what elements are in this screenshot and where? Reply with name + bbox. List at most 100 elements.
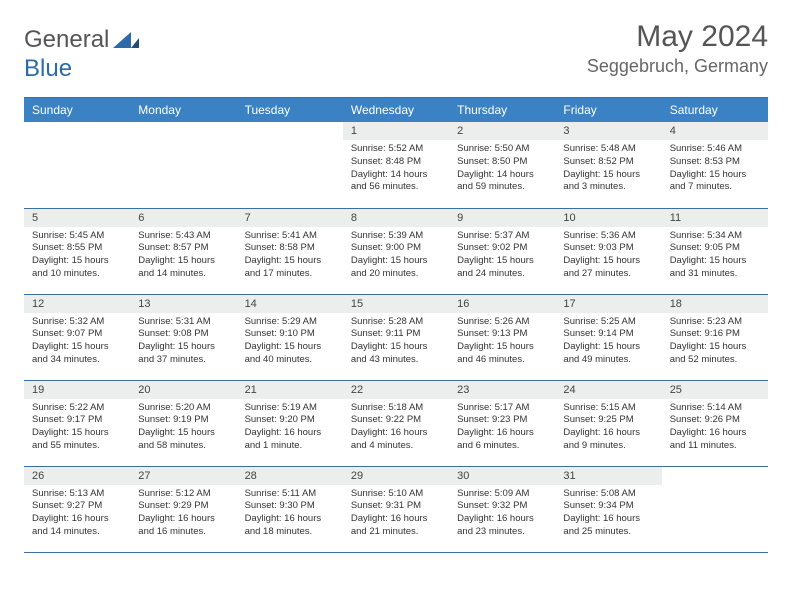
day-detail-line: Sunrise: 5:28 AM xyxy=(351,316,441,329)
day-number xyxy=(662,467,768,485)
calendar-day-cell: 18Sunrise: 5:23 AMSunset: 9:16 PMDayligh… xyxy=(662,294,768,380)
day-number: 15 xyxy=(343,295,449,313)
day-details: Sunrise: 5:20 AMSunset: 9:19 PMDaylight:… xyxy=(130,399,236,458)
day-details: Sunrise: 5:36 AMSunset: 9:03 PMDaylight:… xyxy=(555,227,661,286)
day-number: 23 xyxy=(449,381,555,399)
day-detail-line: Sunset: 9:02 PM xyxy=(457,242,547,255)
calendar-day-cell: 7Sunrise: 5:41 AMSunset: 8:58 PMDaylight… xyxy=(237,208,343,294)
day-number: 6 xyxy=(130,209,236,227)
day-number: 13 xyxy=(130,295,236,313)
day-details xyxy=(24,140,130,148)
day-details xyxy=(662,485,768,493)
day-detail-line: Daylight: 16 hours and 21 minutes. xyxy=(351,513,441,539)
day-detail-line: Daylight: 15 hours and 31 minutes. xyxy=(670,255,760,281)
day-detail-line: Sunset: 9:32 PM xyxy=(457,500,547,513)
title-block: May 2024 Seggebruch, Germany xyxy=(587,20,768,77)
calendar-day-cell: 12Sunrise: 5:32 AMSunset: 9:07 PMDayligh… xyxy=(24,294,130,380)
day-detail-line: Sunrise: 5:12 AM xyxy=(138,488,228,501)
day-detail-line: Daylight: 16 hours and 25 minutes. xyxy=(563,513,653,539)
day-detail-line: Sunrise: 5:17 AM xyxy=(457,402,547,415)
day-detail-line: Sunset: 8:53 PM xyxy=(670,156,760,169)
day-detail-line: Daylight: 16 hours and 18 minutes. xyxy=(245,513,335,539)
day-detail-line: Sunset: 9:26 PM xyxy=(670,414,760,427)
calendar-day-cell: 20Sunrise: 5:20 AMSunset: 9:19 PMDayligh… xyxy=(130,380,236,466)
day-detail-line: Daylight: 14 hours and 59 minutes. xyxy=(457,169,547,195)
day-number: 20 xyxy=(130,381,236,399)
day-number: 12 xyxy=(24,295,130,313)
day-detail-line: Daylight: 16 hours and 11 minutes. xyxy=(670,427,760,453)
calendar-day-cell: 17Sunrise: 5:25 AMSunset: 9:14 PMDayligh… xyxy=(555,294,661,380)
day-detail-line: Sunset: 9:17 PM xyxy=(32,414,122,427)
day-detail-line: Sunrise: 5:31 AM xyxy=(138,316,228,329)
calendar-day-cell: 9 Sunrise: 5:37 AMSunset: 9:02 PMDaylight… xyxy=(449,208,555,294)
day-details: Sunrise: 5:43 AMSunset: 8:57 PMDaylight:… xyxy=(130,227,236,286)
day-details xyxy=(237,140,343,148)
day-detail-line: Sunrise: 5:25 AM xyxy=(563,316,653,329)
day-detail-line: Sunset: 9:29 PM xyxy=(138,500,228,513)
day-number: 9 xyxy=(449,209,555,227)
day-detail-line: Sunrise: 5:20 AM xyxy=(138,402,228,415)
day-detail-line: Sunset: 9:34 PM xyxy=(563,500,653,513)
day-number: 7 xyxy=(237,209,343,227)
day-detail-line: Daylight: 15 hours and 3 minutes. xyxy=(563,169,653,195)
calendar-day-cell: 11Sunrise: 5:34 AMSunset: 9:05 PMDayligh… xyxy=(662,208,768,294)
day-detail-line: Daylight: 15 hours and 58 minutes. xyxy=(138,427,228,453)
day-detail-line: Daylight: 15 hours and 27 minutes. xyxy=(563,255,653,281)
day-number xyxy=(237,122,343,140)
day-detail-line: Sunset: 9:11 PM xyxy=(351,328,441,341)
day-detail-line: Sunset: 9:16 PM xyxy=(670,328,760,341)
day-detail-line: Sunrise: 5:37 AM xyxy=(457,230,547,243)
calendar-day-cell: 1Sunrise: 5:52 AMSunset: 8:48 PMDaylight… xyxy=(343,122,449,208)
calendar-day-cell: 23Sunrise: 5:17 AMSunset: 9:23 PMDayligh… xyxy=(449,380,555,466)
day-detail-line: Daylight: 15 hours and 24 minutes. xyxy=(457,255,547,281)
day-detail-line: Sunrise: 5:08 AM xyxy=(563,488,653,501)
day-detail-line: Sunrise: 5:52 AM xyxy=(351,143,441,156)
day-number: 30 xyxy=(449,467,555,485)
day-detail-line: Daylight: 14 hours and 56 minutes. xyxy=(351,169,441,195)
calendar-day-cell: 26Sunrise: 5:13 AMSunset: 9:27 PMDayligh… xyxy=(24,466,130,552)
calendar-week-row: 26Sunrise: 5:13 AMSunset: 9:27 PMDayligh… xyxy=(24,466,768,552)
day-details xyxy=(130,140,236,148)
day-detail-line: Daylight: 16 hours and 1 minute. xyxy=(245,427,335,453)
day-number: 21 xyxy=(237,381,343,399)
calendar-day-cell: 10Sunrise: 5:36 AMSunset: 9:03 PMDayligh… xyxy=(555,208,661,294)
location-label: Seggebruch, Germany xyxy=(587,56,768,77)
day-details: Sunrise: 5:12 AMSunset: 9:29 PMDaylight:… xyxy=(130,485,236,544)
day-detail-line: Sunset: 9:08 PM xyxy=(138,328,228,341)
day-detail-line: Sunrise: 5:36 AM xyxy=(563,230,653,243)
day-number xyxy=(130,122,236,140)
day-detail-line: Daylight: 15 hours and 10 minutes. xyxy=(32,255,122,281)
day-detail-line: Sunrise: 5:46 AM xyxy=(670,143,760,156)
day-details: Sunrise: 5:17 AMSunset: 9:23 PMDaylight:… xyxy=(449,399,555,458)
day-number: 17 xyxy=(555,295,661,313)
day-detail-line: Daylight: 15 hours and 43 minutes. xyxy=(351,341,441,367)
day-detail-line: Sunrise: 5:39 AM xyxy=(351,230,441,243)
day-detail-line: Sunrise: 5:11 AM xyxy=(245,488,335,501)
day-number: 5 xyxy=(24,209,130,227)
day-detail-line: Sunrise: 5:26 AM xyxy=(457,316,547,329)
calendar-day-cell: 13Sunrise: 5:31 AMSunset: 9:08 PMDayligh… xyxy=(130,294,236,380)
day-detail-line: Sunset: 9:23 PM xyxy=(457,414,547,427)
calendar-week-row: 12Sunrise: 5:32 AMSunset: 9:07 PMDayligh… xyxy=(24,294,768,380)
calendar-day-cell: 16Sunrise: 5:26 AMSunset: 9:13 PMDayligh… xyxy=(449,294,555,380)
day-detail-line: Sunrise: 5:41 AM xyxy=(245,230,335,243)
calendar-day-cell: 21Sunrise: 5:19 AMSunset: 9:20 PMDayligh… xyxy=(237,380,343,466)
day-detail-line: Daylight: 15 hours and 14 minutes. xyxy=(138,255,228,281)
day-details: Sunrise: 5:13 AMSunset: 9:27 PMDaylight:… xyxy=(24,485,130,544)
day-details: Sunrise: 5:26 AMSunset: 9:13 PMDaylight:… xyxy=(449,313,555,372)
day-detail-line: Sunset: 8:57 PM xyxy=(138,242,228,255)
day-details: Sunrise: 5:09 AMSunset: 9:32 PMDaylight:… xyxy=(449,485,555,544)
day-details: Sunrise: 5:25 AMSunset: 9:14 PMDaylight:… xyxy=(555,313,661,372)
calendar-day-cell: 24Sunrise: 5:15 AMSunset: 9:25 PMDayligh… xyxy=(555,380,661,466)
day-detail-line: Sunset: 9:20 PM xyxy=(245,414,335,427)
day-details: Sunrise: 5:28 AMSunset: 9:11 PMDaylight:… xyxy=(343,313,449,372)
day-detail-line: Sunset: 9:05 PM xyxy=(670,242,760,255)
day-number: 19 xyxy=(24,381,130,399)
calendar-day-cell: 3Sunrise: 5:48 AMSunset: 8:52 PMDaylight… xyxy=(555,122,661,208)
day-details: Sunrise: 5:11 AMSunset: 9:30 PMDaylight:… xyxy=(237,485,343,544)
day-detail-line: Daylight: 15 hours and 46 minutes. xyxy=(457,341,547,367)
day-number: 10 xyxy=(555,209,661,227)
calendar-day-cell: 14Sunrise: 5:29 AMSunset: 9:10 PMDayligh… xyxy=(237,294,343,380)
day-detail-line: Sunset: 8:48 PM xyxy=(351,156,441,169)
calendar-day-cell: 29Sunrise: 5:10 AMSunset: 9:31 PMDayligh… xyxy=(343,466,449,552)
